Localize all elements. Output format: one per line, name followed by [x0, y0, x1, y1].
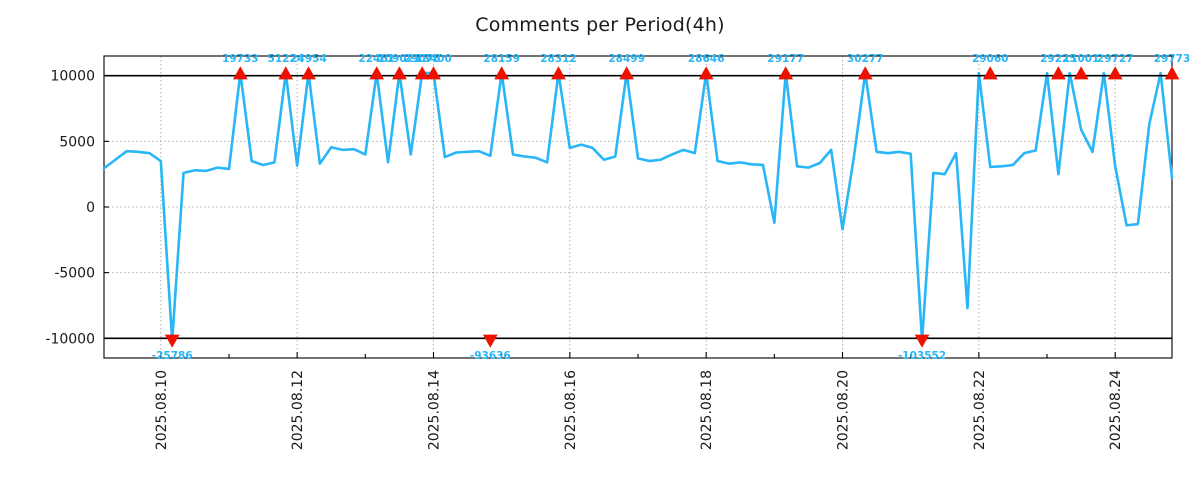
peak-marker-icon — [278, 66, 294, 80]
trough-marker-icon — [914, 334, 930, 348]
annotation-value-label: 23400 — [415, 53, 452, 65]
annotation-value-label: 51224 — [268, 53, 305, 65]
x-tick-label: 2025.08.14 — [426, 370, 442, 450]
series-line — [102, 71, 1174, 343]
annotation-value-label: 29225 — [1040, 53, 1077, 65]
x-tick-label: 2025.08.24 — [1108, 370, 1124, 450]
annotation-marker-layer — [164, 66, 1180, 348]
annotation-value-label: 28499 — [608, 53, 645, 65]
annotation-value-label: 28646 — [688, 53, 725, 65]
x-tick-label: 2025.08.16 — [563, 370, 579, 450]
x-tick-label: 2025.08.18 — [699, 370, 715, 450]
axis-layer — [103, 55, 1173, 359]
annotation-value-label: 19733 — [222, 53, 259, 65]
peak-marker-icon — [857, 66, 873, 80]
annotation-value-label: 22461 — [358, 53, 395, 65]
x-tick-label: 2025.08.12 — [290, 370, 306, 450]
annotation-value-label: -103552 — [898, 350, 946, 362]
peak-marker-icon — [982, 66, 998, 80]
y-tick-label: 0 — [86, 200, 95, 216]
peak-marker-icon — [1107, 66, 1123, 80]
x-axis-tick-labels: 2025.08.10 2025.08.12 2025.08.14 2025.08.16… — [154, 370, 1124, 450]
chart-title: Comments per Period(4h) — [475, 14, 725, 36]
y-tick-label: 5000 — [59, 134, 95, 150]
annotation-value-label: 24954 — [290, 53, 327, 65]
x-tick-label: 2025.08.20 — [836, 370, 852, 450]
annotation-value-label: 30277 — [847, 53, 884, 65]
annotation-value-label: 29076 — [404, 53, 441, 65]
peak-marker-icon — [698, 66, 714, 80]
annotation-value-label: 109025 — [377, 53, 421, 65]
annotation-value-label: 11001 — [1063, 53, 1100, 65]
y-tick-label: 10000 — [50, 69, 95, 85]
annotation-value-label: 28159 — [483, 53, 520, 65]
annotation-value-label: 28312 — [540, 53, 577, 65]
annotation-value-label: 29060 — [972, 53, 1009, 65]
data-series-layer — [102, 71, 1174, 343]
plot-frame — [103, 55, 1173, 359]
peak-marker-icon — [392, 66, 407, 80]
y-tick-label: -10000 — [45, 331, 95, 347]
annotation-value-label: -25786 — [152, 350, 193, 362]
annotation-value-label: 29773 — [1154, 53, 1191, 65]
peak-marker-icon — [1073, 66, 1089, 80]
peak-marker-icon — [619, 66, 634, 80]
trough-marker-icon — [482, 334, 498, 348]
annotation-value-label: -93636 — [470, 350, 511, 362]
peak-marker-icon — [551, 66, 566, 80]
annotation-value-label: 29177 — [767, 53, 804, 65]
x-tick-label: 2025.08.22 — [972, 370, 988, 450]
peak-marker-icon — [301, 66, 316, 80]
y-axis-tick-labels: 10000 5000 0 -5000 -10000 — [45, 69, 95, 348]
x-tick-label: 2025.08.10 — [154, 370, 170, 450]
peak-marker-icon — [1051, 66, 1066, 80]
trough-marker-icon — [164, 334, 180, 348]
peak-marker-icon — [369, 66, 385, 80]
annotation-value-label: 29727 — [1097, 53, 1134, 65]
peak-marker-icon — [232, 66, 248, 80]
peak-marker-icon — [414, 66, 430, 80]
peak-marker-icon — [1164, 66, 1180, 80]
grid-layer — [104, 56, 1172, 358]
peak-marker-icon — [494, 66, 510, 80]
peak-marker-icon — [778, 66, 794, 80]
peak-marker-icon — [426, 66, 441, 80]
y-tick-label: -5000 — [54, 266, 95, 282]
